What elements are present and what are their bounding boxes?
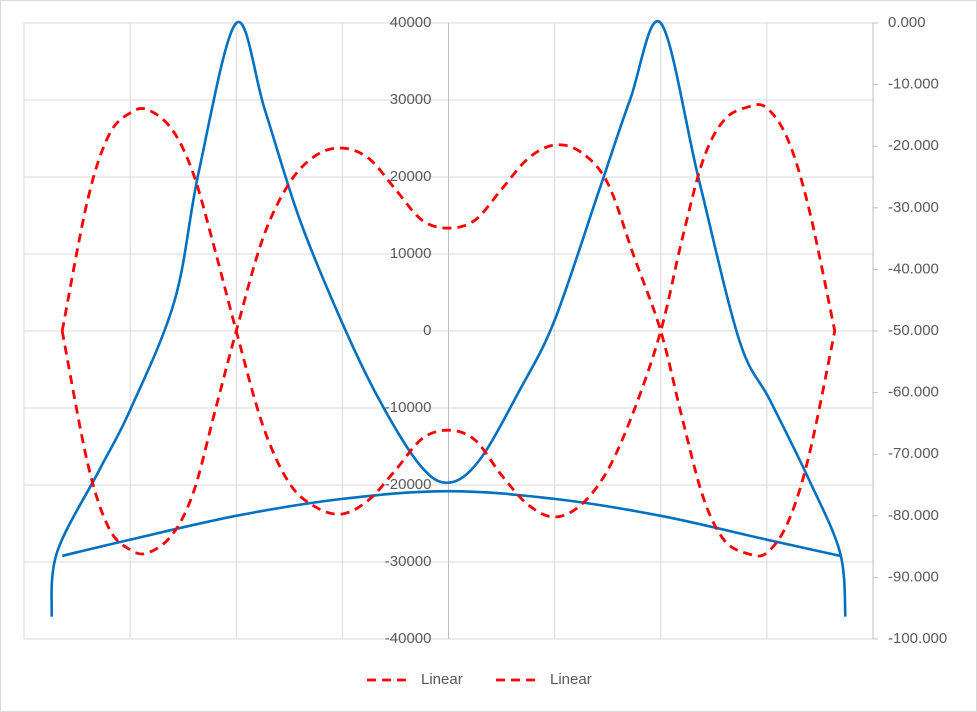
- y-tick-label: -20000: [385, 476, 432, 493]
- y-tick-label: -30000: [385, 553, 432, 570]
- y-tick-label: 0: [423, 322, 431, 339]
- series-line: [61, 489, 841, 558]
- series-line: [50, 19, 847, 617]
- y2-tick-label: -20.000: [888, 137, 939, 154]
- y-tick-label: -40000: [385, 630, 432, 647]
- y2-tick-label: -80.000: [888, 507, 939, 524]
- y-tick-label: 40000: [390, 14, 432, 31]
- y-tick-label: -10000: [385, 399, 432, 416]
- series-line: [60, 103, 837, 519]
- y2-tick-label: -90.000: [888, 568, 939, 585]
- legend-label: Linear: [550, 671, 592, 688]
- y2-tick-label: -60.000: [888, 384, 939, 401]
- y2-tick-label: 0.000: [888, 14, 926, 31]
- y2-tick-label: -30.000: [888, 199, 939, 216]
- series-line: [60, 143, 837, 558]
- y2-tick-label: -70.000: [888, 445, 939, 462]
- y-tick-label: 30000: [390, 91, 432, 108]
- y2-tick-label: -100.000: [888, 630, 947, 647]
- y-tick-label: 10000: [390, 245, 432, 262]
- y-tick-label: 20000: [390, 168, 432, 185]
- y2-tick-label: -10.000: [888, 76, 939, 93]
- legend-label: Linear: [421, 671, 463, 688]
- y2-tick-label: -50.000: [888, 322, 939, 339]
- y2-tick-label: -40.000: [888, 260, 939, 277]
